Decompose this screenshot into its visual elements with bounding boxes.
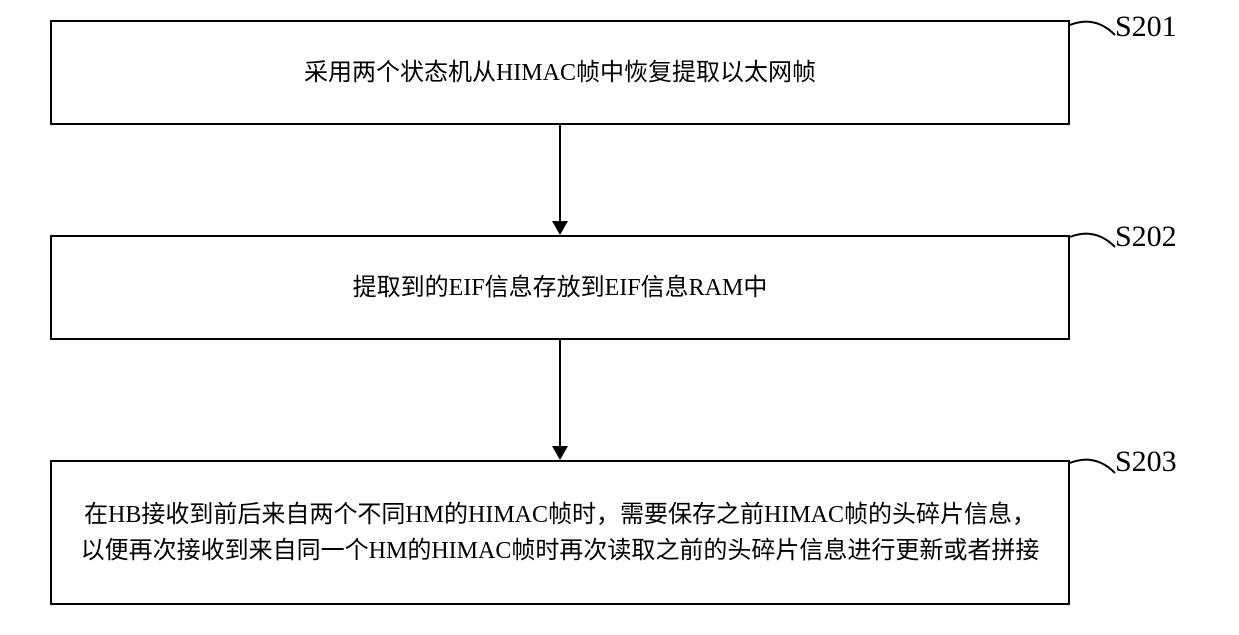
arrow-head-1: [552, 221, 568, 235]
step-box-3: 在HB接收到前后来自两个不同HM的HIMAC帧时，需要保存之前HIMAC帧的头碎…: [50, 460, 1070, 605]
step-box-2: 提取到的EIF信息存放到EIF信息RAM中: [50, 235, 1070, 340]
connector-curve-1: [1070, 10, 1120, 50]
step-label-3: S203: [1115, 445, 1177, 479]
flowchart-container: 采用两个状态机从HIMAC帧中恢复提取以太网帧 S201 提取到的EIF信息存放…: [0, 0, 1239, 635]
arrow-line-1: [559, 125, 561, 221]
connector-curve-3: [1070, 448, 1120, 488]
step-label-1: S201: [1115, 10, 1177, 44]
arrow-head-2: [552, 446, 568, 460]
connector-curve-2: [1070, 222, 1120, 262]
step-text-1: 采用两个状态机从HIMAC帧中恢复提取以太网帧: [304, 55, 816, 91]
step-text-3: 在HB接收到前后来自两个不同HM的HIMAC帧时，需要保存之前HIMAC帧的头碎…: [72, 497, 1048, 569]
arrow-line-2: [559, 340, 561, 446]
step-label-2: S202: [1115, 220, 1177, 254]
step-text-2: 提取到的EIF信息存放到EIF信息RAM中: [353, 270, 768, 306]
step-box-1: 采用两个状态机从HIMAC帧中恢复提取以太网帧: [50, 20, 1070, 125]
